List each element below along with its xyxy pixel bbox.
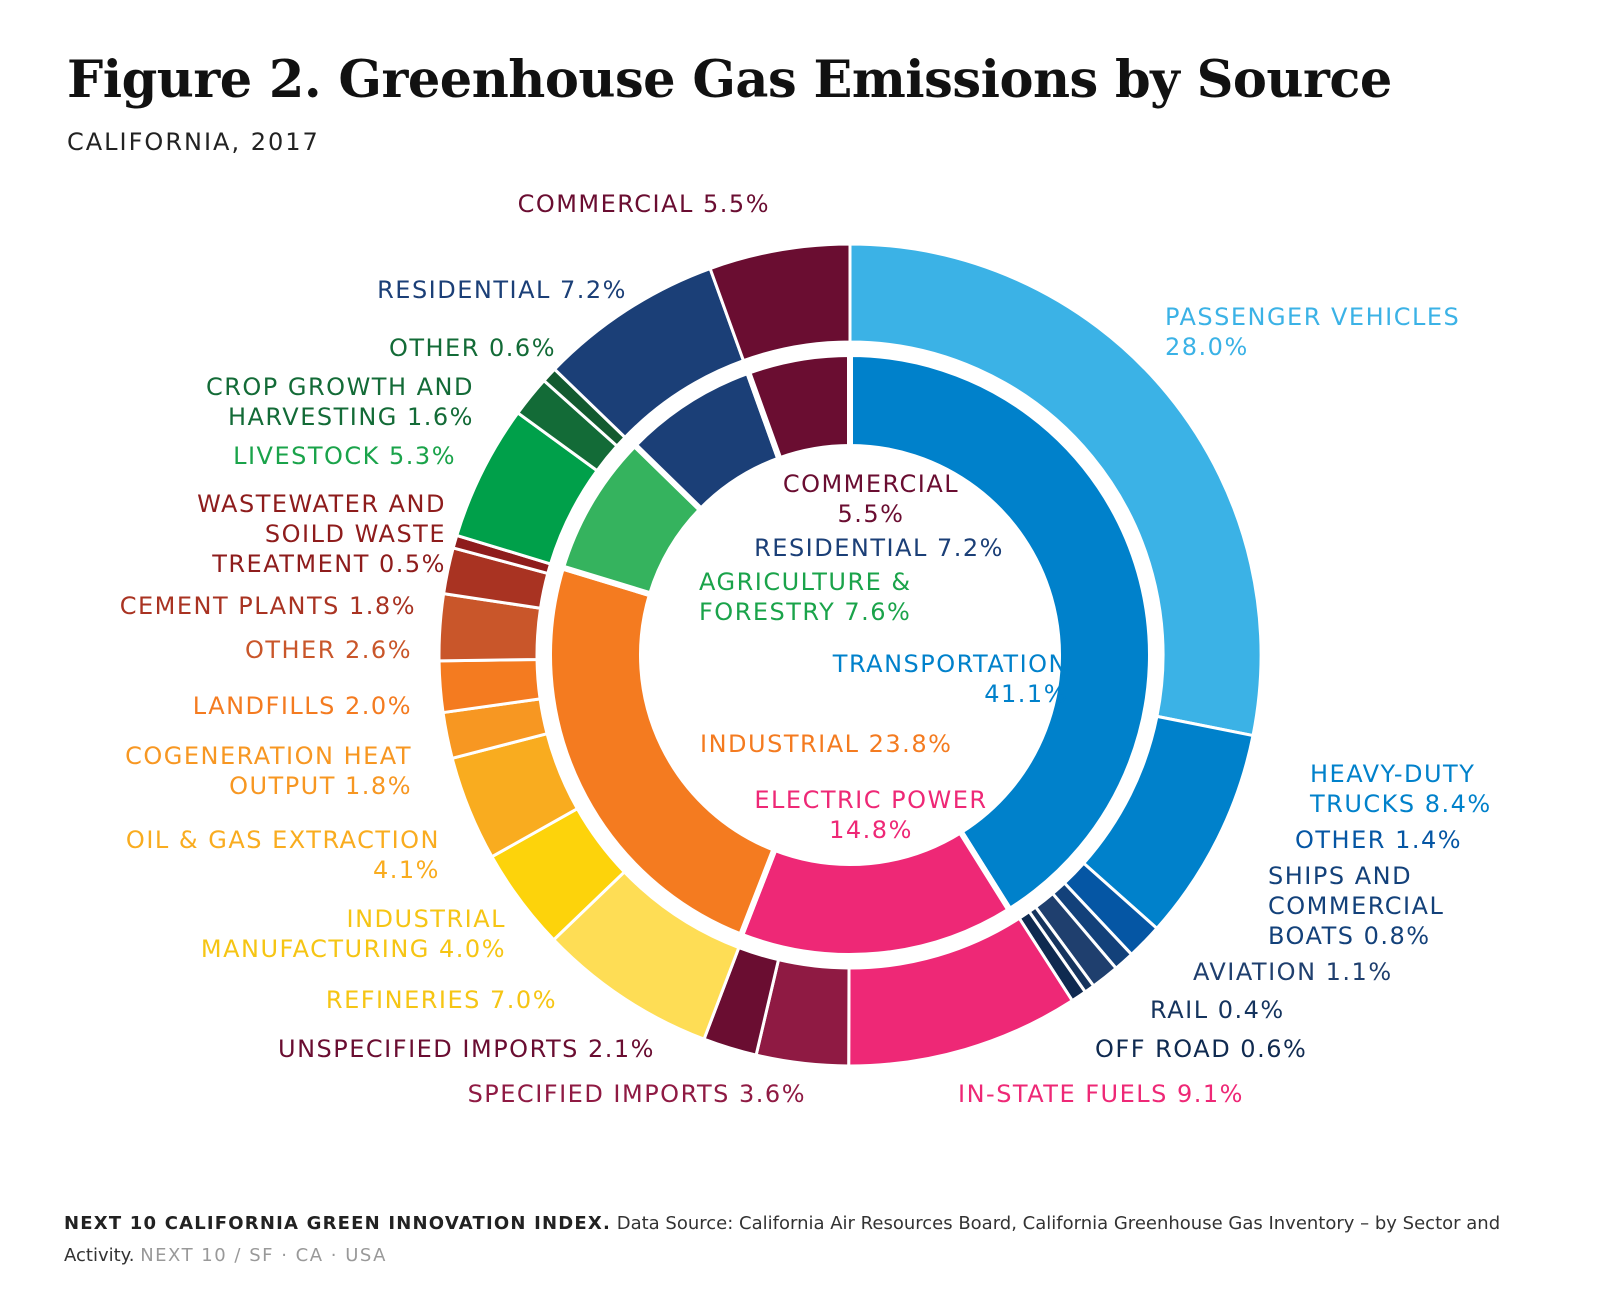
chart-subtitle: CALIFORNIA, 2017 <box>67 128 320 156</box>
outer-label-unspecified-imports-2-1: UNSPECIFIED IMPORTS 2.1% <box>278 1035 655 1063</box>
footer-source: Data Source: California Air Resources Bo… <box>64 1213 1501 1266</box>
outer-label-rail-0-4: RAIL 0.4% <box>1150 996 1285 1024</box>
chart-footer: NEXT 10 CALIFORNIA GREEN INNOVATION INDE… <box>64 1208 1534 1272</box>
inner-slice-electric-power <box>737 828 1013 959</box>
outer-label-crop-growth-and-harvesting-1-6: CROP GROWTH AND HARVESTING 1.6% <box>206 373 474 431</box>
inner-ring <box>546 351 1154 959</box>
inner-slice-transportation <box>847 351 1154 914</box>
outer-label-oil-and-gas-extraction-4-1: OIL & GAS EXTRACTION 4.1% <box>126 826 440 884</box>
outer-label-cogeneration-heat-output-1-8: COGENERATION HEAT OUTPUT 1.8% <box>125 742 412 800</box>
outer-label-other-0-6: OTHER 0.6% <box>389 334 556 362</box>
inner-label-transportation-41-1: TRANSPORTATION 41.1% <box>832 650 1068 708</box>
outer-label-landfills-2-0: LANDFILLS 2.0% <box>193 692 412 720</box>
outer-label-aviation-1-1: AVIATION 1.1% <box>1193 958 1393 986</box>
footer-org: NEXT 10 CALIFORNIA GREEN INNOVATION INDE… <box>64 1213 611 1234</box>
outer-label-other-1-4: OTHER 1.4% <box>1295 826 1462 854</box>
outer-slice-commercial-commercial <box>708 242 852 363</box>
outer-label-wastewater-and-soild-waste-treatment-0-5: WASTEWATER AND SOILD WASTE TREATMENT 0.5% <box>197 490 446 578</box>
outer-slice-transportation-passenger-vehicles <box>848 242 1263 738</box>
inner-label-industrial-23-8: INDUSTRIAL 23.8% <box>700 730 952 758</box>
outer-label-cement-plants-1-8: CEMENT PLANTS 1.8% <box>120 592 416 620</box>
outer-label-specified-imports-3-6: SPECIFIED IMPORTS 3.6% <box>468 1080 806 1108</box>
inner-label-electric-power-14-8: ELECTRIC POWER 14.8% <box>754 786 987 844</box>
chart-labels: COMMERCIAL 5.5% RESIDENTIAL 7.2% OTHER 0.6… <box>120 190 1492 1108</box>
outer-label-refineries-7-0: REFINERIES 7.0% <box>326 986 557 1014</box>
outer-label-in-state-fuels-9-1: IN-STATE FUELS 9.1% <box>958 1080 1244 1108</box>
inner-label-agriculture-and-forestry-7-6: AGRICULTURE & FORESTRY 7.6% <box>699 568 912 626</box>
outer-label-passenger-vehicles-28-0: PASSENGER VEHICLES 28.0% <box>1165 303 1460 361</box>
outer-label-livestock-5-3: LIVESTOCK 5.3% <box>233 442 456 470</box>
inner-label-commercial-5-5: COMMERCIAL 5.5% <box>783 470 959 528</box>
inner-slice-commercial <box>745 351 853 463</box>
outer-label-commercial-5-5: COMMERCIAL 5.5% <box>518 190 770 218</box>
outer-label-residential-7-2: RESIDENTIAL 7.2% <box>377 276 627 304</box>
outer-label-industrial-manufacturing-4-0: INDUSTRIAL MANUFACTURING 4.0% <box>201 905 506 963</box>
footer-credit: NEXT 10 / SF · CA · USA <box>140 1245 387 1266</box>
outer-label-other-2-6: OTHER 2.6% <box>245 636 412 664</box>
inner-label-residential-7-2: RESIDENTIAL 7.2% <box>754 534 1004 562</box>
chart-title: Figure 2. Greenhouse Gas Emissions by So… <box>67 50 1392 110</box>
outer-label-off-road-0-6: OFF ROAD 0.6% <box>1095 1035 1307 1063</box>
outer-ring <box>437 242 1263 1068</box>
inner-slice-industrial <box>546 564 778 939</box>
outer-label-ships-and-commercial-boats-0-8: SHIPS AND COMMERCIAL BOATS 0.8% <box>1268 862 1444 950</box>
outer-label-heavy-duty-trucks-8-4: HEAVY-DUTY TRUCKS 8.4% <box>1309 760 1492 818</box>
